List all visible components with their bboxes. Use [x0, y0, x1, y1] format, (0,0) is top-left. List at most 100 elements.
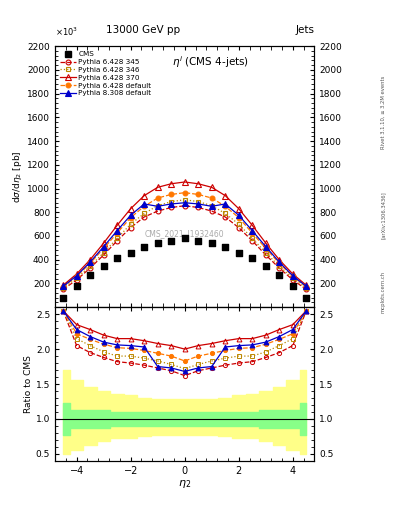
Pythia 8.308 default: [290, 273, 295, 279]
Text: CMS_2021_I1932460: CMS_2021_I1932460: [145, 229, 224, 239]
Text: mcplots.cern.ch: mcplots.cern.ch: [381, 271, 386, 313]
Pythia 6.428 346: [142, 210, 147, 217]
Pythia 6.428 370: [196, 181, 200, 187]
Pythia 6.428 370: [290, 271, 295, 277]
Pythia 6.428 346: [196, 199, 200, 205]
Text: Rivet 3.1.10, ≥ 3.2M events: Rivet 3.1.10, ≥ 3.2M events: [381, 76, 386, 150]
Pythia 6.428 346: [263, 249, 268, 255]
Text: [arXiv:1306.3436]: [arXiv:1306.3436]: [381, 191, 386, 239]
Pythia 6.428 default: [263, 245, 268, 251]
CMS: [141, 243, 147, 251]
Line: Pythia 6.428 346: Pythia 6.428 346: [61, 197, 309, 291]
CMS: [73, 282, 80, 290]
Y-axis label: d$\sigma$/d$\eta_2$ [pb]: d$\sigma$/d$\eta_2$ [pb]: [11, 151, 24, 203]
Line: Pythia 6.428 370: Pythia 6.428 370: [61, 179, 309, 288]
Pythia 6.428 default: [115, 230, 119, 236]
Pythia 8.308 default: [169, 201, 174, 207]
Pythia 8.308 default: [88, 259, 92, 265]
Pythia 8.308 default: [250, 227, 255, 233]
Pythia 6.428 345: [277, 265, 282, 271]
Pythia 6.428 345: [129, 225, 133, 231]
Pythia 6.428 345: [250, 238, 255, 244]
Pythia 6.428 345: [196, 204, 200, 210]
CMS: [60, 294, 66, 303]
CMS: [236, 249, 242, 258]
Pythia 6.428 345: [88, 265, 92, 271]
CMS: [276, 271, 283, 279]
Pythia 8.308 default: [223, 201, 228, 207]
Pythia 6.428 346: [223, 210, 228, 217]
Pythia 6.428 345: [115, 238, 119, 244]
Pythia 6.428 default: [155, 195, 160, 201]
Pythia 8.308 default: [277, 259, 282, 265]
CMS: [154, 239, 161, 247]
Pythia 6.428 346: [169, 199, 174, 205]
Line: Pythia 6.428 default: Pythia 6.428 default: [61, 190, 309, 289]
Pythia 6.428 default: [61, 284, 66, 290]
Pythia 6.428 default: [182, 189, 187, 196]
Pythia 6.428 345: [61, 286, 66, 292]
CMS: [168, 237, 174, 245]
Pythia 6.428 370: [209, 184, 214, 190]
Pythia 6.428 default: [88, 260, 92, 266]
Pythia 6.428 default: [101, 245, 106, 251]
CMS: [222, 243, 228, 251]
Pythia 6.428 370: [101, 240, 106, 246]
Pythia 6.428 default: [209, 195, 214, 201]
Pythia 6.428 default: [304, 284, 309, 290]
Pythia 6.428 370: [223, 193, 228, 199]
CMS: [128, 249, 134, 258]
Pythia 8.308 default: [304, 283, 309, 289]
Pythia 6.428 default: [74, 273, 79, 280]
Pythia 8.308 default: [263, 244, 268, 250]
Pythia 6.428 370: [129, 206, 133, 212]
Legend: CMS, Pythia 6.428 345, Pythia 6.428 346, Pythia 6.428 370, Pythia 6.428 default,: CMS, Pythia 6.428 345, Pythia 6.428 346,…: [59, 50, 153, 98]
Pythia 6.428 370: [74, 271, 79, 277]
CMS: [101, 262, 107, 270]
CMS: [249, 254, 255, 262]
X-axis label: $\eta_2$: $\eta_2$: [178, 478, 191, 490]
Pythia 6.428 370: [142, 193, 147, 199]
CMS: [87, 271, 93, 279]
Line: Pythia 6.428 345: Pythia 6.428 345: [61, 203, 309, 292]
Text: $\times10^3$: $\times10^3$: [55, 26, 78, 38]
Pythia 6.428 370: [250, 222, 255, 228]
Pythia 6.428 346: [290, 275, 295, 281]
Pythia 6.428 346: [250, 236, 255, 242]
Pythia 6.428 346: [155, 203, 160, 209]
Pythia 6.428 370: [263, 240, 268, 246]
Pythia 6.428 default: [223, 203, 228, 209]
Pythia 6.428 default: [277, 260, 282, 266]
CMS: [209, 239, 215, 247]
Line: Pythia 8.308 default: Pythia 8.308 default: [61, 200, 309, 289]
Text: $\eta^i$ (CMS 4-jets): $\eta^i$ (CMS 4-jets): [172, 54, 249, 70]
Pythia 6.428 default: [290, 273, 295, 280]
Pythia 8.308 default: [196, 201, 200, 207]
Pythia 8.308 default: [182, 200, 187, 206]
Pythia 6.428 346: [304, 285, 309, 291]
Pythia 6.428 370: [61, 282, 66, 288]
Pythia 6.428 345: [182, 203, 187, 209]
CMS: [114, 254, 120, 262]
Pythia 6.428 370: [169, 181, 174, 187]
CMS: [303, 294, 309, 303]
Pythia 6.428 346: [209, 203, 214, 209]
Pythia 6.428 345: [290, 277, 295, 283]
Pythia 8.308 default: [209, 203, 214, 209]
Pythia 6.428 346: [115, 236, 119, 242]
Pythia 8.308 default: [61, 283, 66, 289]
Pythia 8.308 default: [129, 212, 133, 218]
Pythia 6.428 345: [169, 204, 174, 210]
Pythia 8.308 default: [115, 227, 119, 233]
Pythia 6.428 346: [74, 275, 79, 281]
Pythia 6.428 346: [129, 221, 133, 227]
Pythia 8.308 default: [101, 244, 106, 250]
Pythia 6.428 346: [101, 249, 106, 255]
Pythia 6.428 370: [115, 222, 119, 228]
Pythia 6.428 345: [74, 277, 79, 283]
Pythia 8.308 default: [142, 201, 147, 207]
Pythia 6.428 370: [237, 206, 241, 212]
Pythia 6.428 346: [61, 285, 66, 291]
Pythia 6.428 default: [169, 191, 174, 198]
Pythia 6.428 345: [209, 208, 214, 214]
